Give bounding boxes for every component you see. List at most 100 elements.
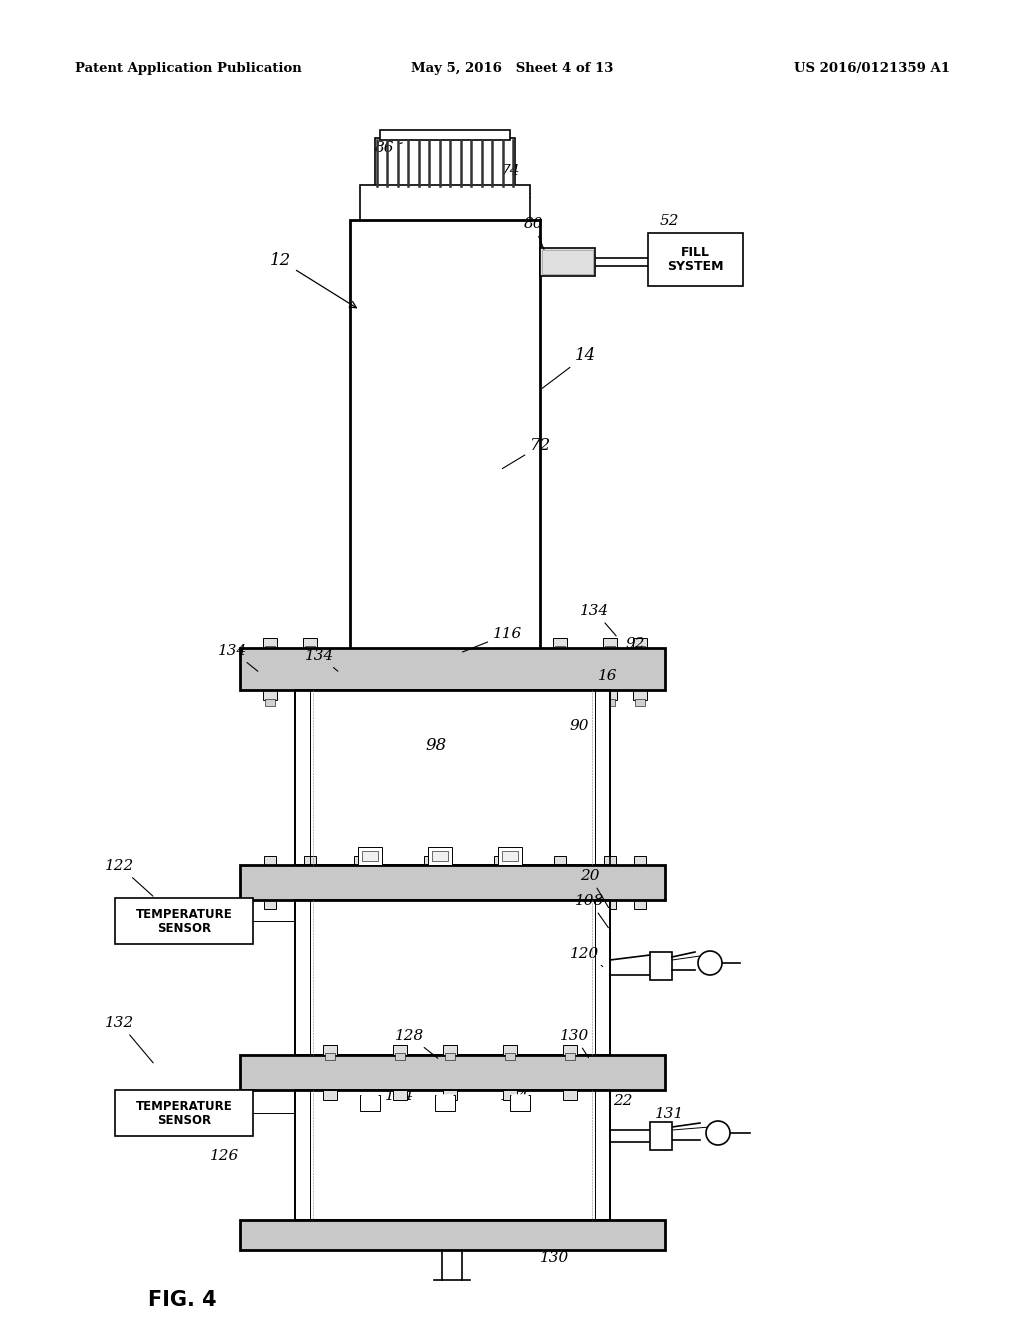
Bar: [264, 855, 276, 865]
Text: 132: 132: [105, 1016, 154, 1063]
Bar: [505, 1053, 515, 1060]
Text: 134: 134: [385, 1089, 415, 1104]
Bar: [443, 1090, 457, 1100]
Text: 16: 16: [598, 669, 617, 682]
Text: FILL: FILL: [681, 246, 710, 259]
Bar: [380, 129, 510, 140]
Bar: [650, 952, 672, 979]
Bar: [493, 638, 507, 648]
Bar: [295, 900, 610, 1055]
Text: 126: 126: [210, 1148, 240, 1163]
Bar: [565, 1053, 575, 1060]
Bar: [362, 851, 378, 861]
Bar: [240, 865, 665, 900]
Text: 12: 12: [270, 252, 356, 308]
Text: 122: 122: [105, 859, 153, 896]
Bar: [498, 847, 522, 865]
Bar: [495, 645, 505, 653]
Bar: [295, 1090, 610, 1220]
Bar: [265, 645, 275, 653]
Bar: [494, 855, 506, 865]
Text: 90: 90: [570, 719, 590, 733]
Text: 130: 130: [540, 1251, 569, 1265]
Bar: [264, 900, 276, 909]
Bar: [304, 900, 316, 909]
Bar: [355, 700, 365, 706]
Bar: [423, 638, 437, 648]
Bar: [395, 1053, 406, 1060]
Bar: [428, 847, 452, 865]
Bar: [604, 855, 616, 865]
Bar: [353, 638, 367, 648]
Text: FIG. 4: FIG. 4: [148, 1290, 217, 1309]
Bar: [424, 855, 436, 865]
Bar: [304, 855, 316, 865]
Bar: [263, 690, 278, 700]
Bar: [443, 1045, 457, 1055]
Bar: [305, 700, 315, 706]
Bar: [295, 690, 610, 865]
Bar: [240, 1055, 665, 1090]
Bar: [494, 900, 506, 909]
Text: US 2016/0121359 A1: US 2016/0121359 A1: [794, 62, 950, 75]
Bar: [375, 139, 515, 187]
Bar: [240, 1220, 665, 1250]
Text: 134: 134: [500, 1089, 529, 1104]
Bar: [303, 638, 317, 648]
Bar: [648, 234, 743, 286]
Text: Patent Application Publication: Patent Application Publication: [75, 62, 302, 75]
Bar: [303, 690, 317, 700]
Bar: [350, 220, 540, 649]
Text: 86: 86: [375, 141, 402, 154]
Bar: [604, 900, 616, 909]
Bar: [323, 1045, 337, 1055]
Text: 134: 134: [305, 649, 338, 672]
Polygon shape: [512, 1096, 528, 1107]
Bar: [295, 1090, 610, 1220]
Bar: [502, 851, 518, 861]
Bar: [305, 645, 315, 653]
Bar: [432, 851, 449, 861]
Bar: [493, 690, 507, 700]
Text: 80: 80: [524, 216, 544, 249]
Bar: [634, 855, 646, 865]
Text: 98: 98: [425, 737, 446, 754]
Text: 116: 116: [463, 627, 522, 652]
Bar: [425, 700, 435, 706]
Bar: [358, 847, 382, 865]
Bar: [355, 645, 365, 653]
Bar: [424, 900, 436, 909]
Bar: [295, 690, 610, 865]
Text: 120: 120: [570, 946, 603, 966]
Bar: [605, 645, 615, 653]
Bar: [563, 1045, 577, 1055]
Bar: [555, 645, 565, 653]
Bar: [603, 690, 617, 700]
Bar: [563, 1090, 577, 1100]
Bar: [240, 648, 665, 690]
Bar: [542, 249, 593, 275]
Text: 74: 74: [500, 164, 519, 178]
Bar: [634, 900, 646, 909]
Text: SENSOR: SENSOR: [157, 1114, 211, 1127]
Bar: [553, 638, 567, 648]
Bar: [555, 700, 565, 706]
Circle shape: [698, 950, 722, 975]
Bar: [495, 700, 505, 706]
Bar: [325, 1053, 335, 1060]
Bar: [503, 1045, 517, 1055]
Bar: [353, 690, 367, 700]
Bar: [323, 1090, 337, 1100]
Text: 52: 52: [660, 214, 680, 228]
Bar: [425, 645, 435, 653]
Bar: [423, 690, 437, 700]
Bar: [115, 898, 253, 944]
Bar: [115, 1090, 253, 1137]
Text: 14: 14: [543, 347, 596, 388]
Bar: [605, 700, 615, 706]
Bar: [635, 700, 645, 706]
Text: SENSOR: SENSOR: [157, 923, 211, 936]
Bar: [540, 248, 595, 276]
Bar: [554, 855, 566, 865]
Bar: [354, 900, 366, 909]
